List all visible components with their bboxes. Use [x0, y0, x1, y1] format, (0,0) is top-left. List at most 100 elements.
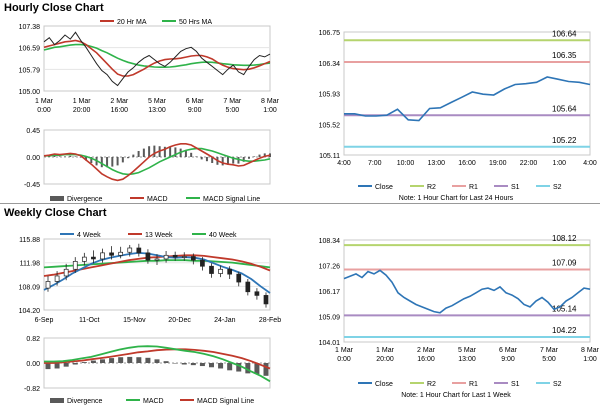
hourly-price-chart: 107.38 106.59 105.79 105.00 20 Hr MA 50 Hrs M… — [19, 19, 280, 114]
hourly-macd-chart: 0.45 0.00 -0.45 Divergence MACD MACD Signal L… — [24, 128, 271, 203]
series-macd-signal — [44, 147, 271, 176]
legend-label: Close — [375, 381, 393, 388]
divergence-bar — [154, 359, 160, 363]
x-tick-label: 2 Mar — [417, 347, 436, 354]
x-tick-label: 1:00 — [583, 356, 597, 363]
divergence-bar — [118, 357, 124, 363]
divergence-bar — [100, 359, 105, 363]
x-tick-label: 16:00 — [417, 356, 435, 363]
x-tick-label: 1 Mar — [73, 98, 92, 105]
level-label-r1: 106.35 — [552, 51, 577, 60]
y-tick-label: 106.17 — [319, 289, 341, 296]
candle-body — [190, 256, 196, 261]
x-tick-label: 0:00 — [37, 107, 51, 114]
y-tick-label: 105.09 — [319, 315, 341, 322]
x-tick-label: 6-Sep — [35, 317, 54, 324]
x-tick-label: 6 Mar — [499, 347, 518, 354]
divergence-bar — [190, 363, 196, 366]
chart-note: Note: 1 Hour Chart for Last 24 Hours — [399, 195, 514, 202]
divergence-bar — [72, 363, 78, 365]
x-tick-label: 19:00 — [489, 160, 507, 167]
legend-label: R2 — [427, 381, 436, 388]
x-tick-label: 8 Mar — [261, 98, 280, 105]
chart-note: Note: 1 Hour Chart for Last 1 Week — [401, 392, 511, 399]
level-label-r1: 107.09 — [552, 258, 577, 267]
y-tick-label: 111.98 — [20, 261, 40, 268]
y-tick-label: 106.34 — [319, 61, 341, 68]
section-divider — [0, 203, 600, 204]
candle-body — [245, 281, 251, 293]
x-tick-label: 13:00 — [458, 356, 476, 363]
x-tick-label: 1 Mar — [376, 347, 395, 354]
divergence-bar — [54, 363, 60, 369]
legend-label: R1 — [469, 184, 478, 191]
legend-label: S2 — [553, 184, 562, 191]
candle-body — [54, 275, 60, 282]
candle-body — [136, 247, 142, 254]
divergence-bar — [163, 361, 169, 363]
candle-body — [91, 256, 96, 260]
weekly-section-title: Weekly Close Chart — [4, 207, 107, 219]
divergence-bar — [199, 363, 205, 367]
x-tick-label: 2 Mar — [110, 98, 129, 105]
x-tick-label: 0:00 — [337, 356, 351, 363]
candle-body — [227, 268, 233, 275]
divergence-bar — [145, 357, 151, 363]
y-tick-label: 104.01 — [319, 340, 341, 347]
candle-body — [145, 252, 151, 261]
legend-label: MACD Signal Line — [197, 398, 254, 405]
level-label-s2: 104.22 — [552, 326, 577, 335]
x-tick-label: 20-Dec — [168, 317, 191, 324]
x-tick-label: 16:00 — [111, 107, 129, 114]
x-tick-label: 9:00 — [501, 356, 515, 363]
divergence-bar — [81, 362, 87, 363]
series-close — [43, 31, 271, 87]
y-tick-label: 105.93 — [319, 92, 341, 99]
legend-label: S1 — [511, 184, 520, 191]
weekly-price-chart: 115.88 111.98 108.09 104.20 4 Week 13 Week 40 … — [19, 232, 282, 324]
legend-swatch — [50, 398, 64, 403]
divergence-bar — [127, 356, 133, 363]
y-tick-label: 108.09 — [19, 284, 41, 291]
candle-body — [172, 254, 178, 258]
plot-frame — [43, 238, 271, 311]
x-tick-label: 28-Feb — [259, 317, 281, 324]
candle-body — [218, 268, 223, 274]
y-tick-label: 105.11 — [319, 153, 340, 160]
x-tick-label: 5 Mar — [148, 98, 167, 105]
x-tick-label: 7 Mar — [223, 98, 242, 105]
candle-body — [63, 268, 69, 277]
y-tick-label: 108.34 — [319, 238, 341, 245]
legend-label: MACD — [143, 398, 164, 405]
x-tick-label: 20:00 — [73, 107, 91, 114]
candle-body — [154, 258, 160, 261]
plot-frame — [43, 25, 271, 92]
weekly-macd-chart: 0.82 0.00 -0.82 Divergence MACD MACD Signal L… — [24, 336, 271, 405]
divergence-bar — [227, 363, 233, 371]
level-label-s1: 105.14 — [552, 304, 577, 313]
x-tick-label: 1 Mar — [335, 347, 354, 354]
x-tick-label: 13:00 — [148, 107, 166, 114]
legend-label: S1 — [511, 381, 520, 388]
plot-frame — [343, 239, 591, 343]
series-close — [343, 269, 591, 314]
divergence-bar — [236, 363, 242, 372]
divergence-bar — [63, 363, 69, 367]
x-tick-label: 9:00 — [188, 107, 202, 114]
legend-label: S2 — [553, 381, 562, 388]
x-tick-label: 11-Oct — [79, 317, 100, 324]
divergence-bar — [109, 358, 115, 363]
y-tick-label: 115.88 — [19, 237, 40, 244]
candle-body — [127, 247, 133, 253]
weekly-hourly-chart: 108.34 107.26 106.17 105.09 104.01 108.12 107.… — [319, 234, 600, 399]
candle-body — [263, 295, 269, 305]
y-tick-label: -0.82 — [24, 386, 40, 393]
x-tick-label: 7 Mar — [540, 347, 559, 354]
divergence-bar — [209, 363, 214, 368]
x-tick-label: 8 Mar — [581, 347, 600, 354]
legend-label: 13 Week — [145, 232, 173, 239]
legend-label: Close — [375, 184, 393, 191]
candle-body — [100, 252, 105, 260]
legend-label: MACD — [147, 196, 168, 203]
y-tick-label: 0.82 — [26, 336, 40, 343]
